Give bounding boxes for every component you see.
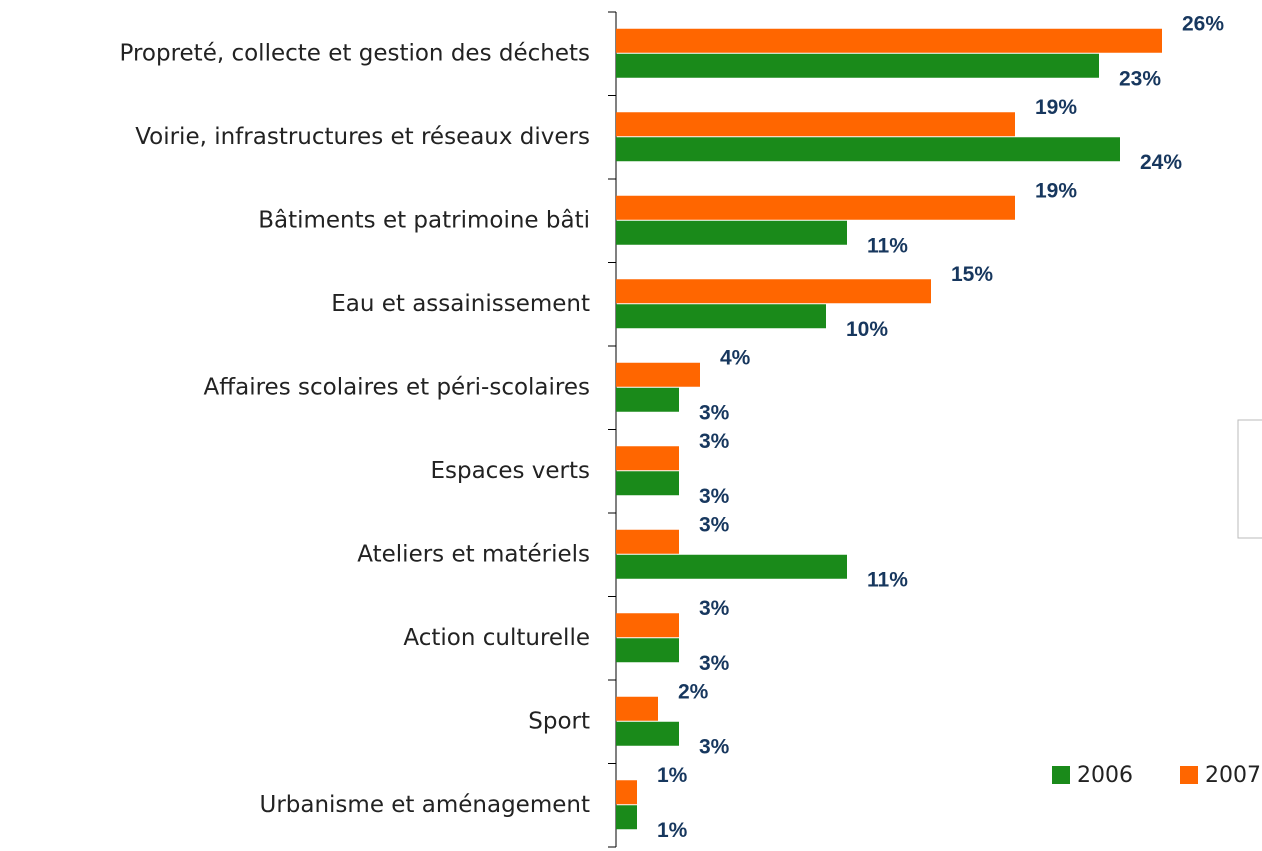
bar bbox=[616, 446, 679, 471]
legend-label: 2007 bbox=[1205, 763, 1261, 788]
bar bbox=[616, 696, 658, 721]
value-label: 11% bbox=[867, 234, 908, 257]
legend-swatch bbox=[1180, 766, 1198, 784]
value-label: 19% bbox=[1035, 96, 1077, 119]
legend-swatch bbox=[1052, 766, 1070, 784]
y-tick-label: Bâtiments et patrimoine bâti bbox=[258, 207, 590, 233]
value-label: 2% bbox=[678, 680, 709, 703]
clipped-box bbox=[1237, 419, 1262, 539]
bar bbox=[616, 721, 679, 746]
bar bbox=[616, 220, 847, 245]
bar bbox=[616, 137, 1120, 162]
y-tick-label: Eau et assainissement bbox=[331, 291, 590, 317]
y-tick-label: Action culturelle bbox=[403, 625, 590, 651]
y-tick-label: Voirie, infrastructures et réseaux diver… bbox=[135, 124, 590, 150]
bar bbox=[616, 805, 637, 830]
bar bbox=[616, 112, 1015, 137]
bar bbox=[616, 362, 700, 387]
y-tick-label: Urbanisme et aménagement bbox=[259, 792, 590, 818]
value-label: 11% bbox=[867, 568, 908, 591]
value-label: 3% bbox=[699, 401, 730, 424]
bar bbox=[616, 638, 679, 663]
bar bbox=[616, 613, 679, 638]
value-label: 3% bbox=[699, 597, 730, 620]
bar bbox=[616, 387, 679, 412]
value-label: 1% bbox=[657, 764, 688, 787]
value-label: 4% bbox=[720, 346, 751, 369]
value-label: 15% bbox=[951, 263, 993, 286]
bar bbox=[616, 28, 1162, 53]
bar bbox=[616, 554, 847, 579]
bar bbox=[616, 195, 1015, 220]
value-label: 3% bbox=[699, 430, 730, 453]
bar bbox=[616, 304, 826, 329]
value-label: 24% bbox=[1140, 151, 1182, 174]
bar bbox=[616, 529, 679, 554]
value-label: 3% bbox=[699, 513, 730, 536]
bar bbox=[616, 53, 1099, 78]
value-label: 1% bbox=[657, 819, 688, 842]
value-label: 10% bbox=[846, 318, 888, 341]
y-tick-label: Affaires scolaires et péri-scolaires bbox=[204, 374, 590, 400]
y-tick-label: Propreté, collecte et gestion des déchet… bbox=[119, 40, 590, 66]
y-tick-label: Ateliers et matériels bbox=[357, 541, 590, 567]
value-label: 3% bbox=[699, 485, 730, 508]
bar bbox=[616, 279, 931, 304]
bar bbox=[616, 471, 679, 496]
legend-label: 2006 bbox=[1077, 763, 1133, 788]
value-label: 3% bbox=[699, 735, 730, 758]
value-label: 26% bbox=[1182, 12, 1224, 35]
y-tick-label: Sport bbox=[528, 708, 590, 734]
y-tick-label: Espaces verts bbox=[430, 458, 590, 484]
value-label: 3% bbox=[699, 652, 730, 675]
value-label: 23% bbox=[1119, 67, 1161, 90]
bar bbox=[616, 780, 637, 805]
value-label: 19% bbox=[1035, 179, 1077, 202]
